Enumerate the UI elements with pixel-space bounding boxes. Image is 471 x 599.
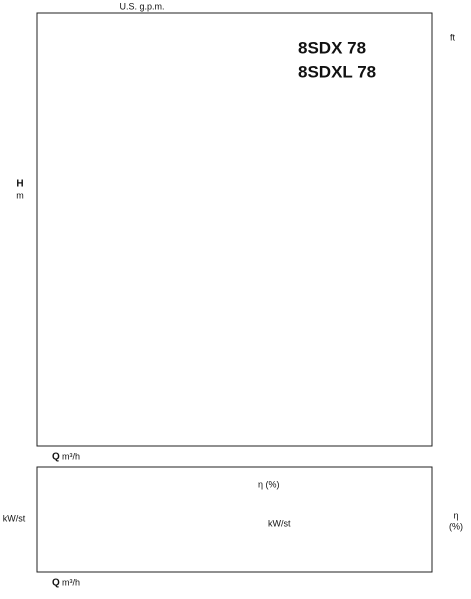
text-layer: 8SDX 78 8SDXL 78 U.S. g.p.m. H m ft Q m³… <box>3 1 463 588</box>
series-label: kW/st <box>268 518 291 528</box>
x-axis-label: Q <box>52 578 60 589</box>
y2-axis-unit: (%) <box>449 521 463 531</box>
chart-title: 8SDX 78 <box>298 38 366 57</box>
y-axis-unit: m <box>16 190 24 200</box>
y-axis-label: H <box>16 179 23 190</box>
plot-frame <box>36 466 433 573</box>
y-axis-label: kW/st <box>3 513 26 523</box>
series-label: η (%) <box>258 479 280 489</box>
x-axis-unit: m³/h <box>62 451 80 461</box>
chart-subtitle: 8SDXL 78 <box>298 62 376 81</box>
x-axis-unit: m³/h <box>62 577 80 587</box>
x-axis-label: Q <box>52 452 60 463</box>
x2-axis-label: U.S. g.p.m. <box>119 1 164 11</box>
plot-frame <box>36 12 433 447</box>
y2-axis-label: ft <box>450 32 456 42</box>
y2-axis-label: η <box>453 510 458 520</box>
